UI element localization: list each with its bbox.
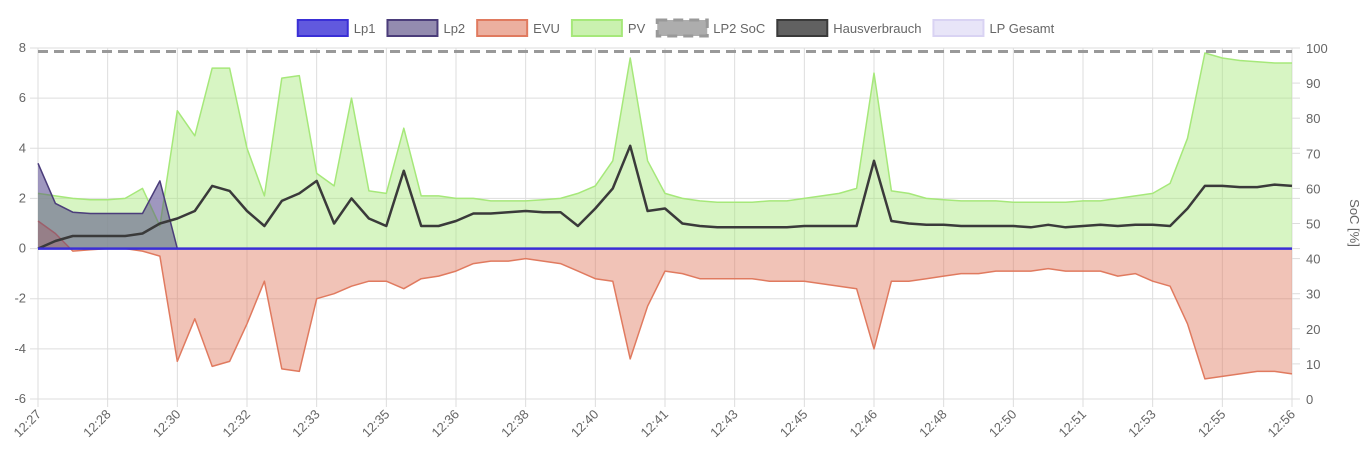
- legend-item: LP2 SoC: [655, 18, 765, 38]
- y2-tick-label: 30: [1306, 287, 1320, 302]
- area: [38, 163, 1292, 249]
- x-tick-label: 12:33: [289, 407, 323, 441]
- legend-swatch: [296, 19, 349, 37]
- x-tick-label: 12:50: [986, 407, 1020, 441]
- y2-tick-label: 100: [1306, 41, 1328, 56]
- x-tick-label: 12:53: [1125, 407, 1159, 441]
- y2-tick-label: 10: [1306, 357, 1320, 372]
- x-tick-label: 12:35: [359, 407, 393, 441]
- legend-label: Lp2: [443, 21, 465, 36]
- x-tick-label: 12:41: [638, 407, 672, 441]
- y2-tick-label: 90: [1306, 76, 1320, 91]
- x-tick-label: 12:48: [916, 407, 950, 441]
- y-tick-label: 0: [19, 241, 26, 256]
- legend-item: EVU: [476, 19, 560, 37]
- legend-swatch: [776, 19, 829, 37]
- x-tick-label: 12:28: [80, 407, 114, 441]
- legend-swatch: [570, 19, 623, 37]
- y-tick-label: 8: [19, 40, 26, 55]
- line: [37, 52, 1292, 227]
- y2-tick-label: 80: [1306, 111, 1320, 126]
- legend-label: PV: [628, 21, 646, 36]
- legend-label: Hausverbrauch: [833, 21, 921, 36]
- x-tick-label: 12:32: [220, 407, 254, 441]
- y2-tick-label: 50: [1306, 217, 1320, 232]
- y2-tick-label: 40: [1306, 252, 1320, 267]
- x-tick-label: 12:30: [150, 407, 184, 441]
- y-tick-label: -6: [14, 391, 26, 406]
- x-tick-label: 12:43: [707, 407, 741, 441]
- x-tick-label: 12:56: [1265, 407, 1299, 441]
- legend: Lp1 Lp2 EVU PV LP2 SoC Hausverbrauch LP Gesamt: [296, 18, 1055, 38]
- x-tick-label: 12:45: [777, 407, 811, 441]
- area: [38, 221, 1292, 379]
- y-tick-label: 6: [19, 90, 26, 105]
- area: [38, 163, 1292, 249]
- legend-label: LP2 SoC: [713, 21, 765, 36]
- x-tick-label: 12:51: [1056, 407, 1090, 441]
- y-tick-label: 2: [19, 190, 26, 205]
- legend-item: Lp2: [386, 19, 465, 37]
- x-tick-label: 12:38: [498, 407, 532, 441]
- legend-item: PV: [570, 19, 646, 37]
- x-tick-label: 12:46: [847, 407, 881, 441]
- legend-swatch: [932, 19, 985, 37]
- legend-item: Lp1: [296, 19, 376, 37]
- legend-swatch: [655, 18, 709, 38]
- legend-swatch: [476, 19, 529, 37]
- x-tick-label: 12:36: [429, 407, 463, 441]
- line: [37, 144, 1293, 250]
- y2-tick-label: 0: [1306, 392, 1313, 407]
- x-tick-label: 12:40: [568, 407, 602, 441]
- legend-item: LP Gesamt: [932, 19, 1055, 37]
- y-tick-label: -4: [14, 341, 26, 356]
- legend-label: Lp1: [354, 21, 376, 36]
- line: [37, 220, 1293, 380]
- y2-tick-label: 70: [1306, 146, 1320, 161]
- legend-swatch: [386, 19, 439, 37]
- y2-tick-label: 20: [1306, 322, 1320, 337]
- legend-label: EVU: [533, 21, 560, 36]
- x-tick-label: 12:55: [1195, 407, 1229, 441]
- y-tick-label: -2: [14, 291, 26, 306]
- y-tick-label: 4: [19, 140, 26, 155]
- legend-item: Hausverbrauch: [776, 19, 921, 37]
- y2-tick-label: 60: [1306, 181, 1320, 196]
- x-tick-label: 12:27: [11, 407, 45, 441]
- y2-axis-label: SoC [%]: [1347, 199, 1362, 247]
- legend-label: LP Gesamt: [989, 21, 1054, 36]
